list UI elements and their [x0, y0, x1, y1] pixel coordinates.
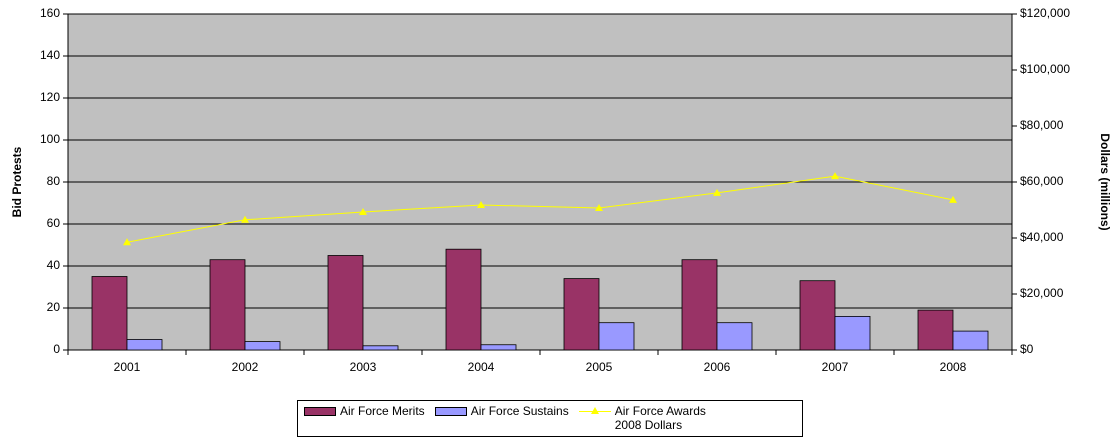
x-tick-label: 2005 [586, 360, 613, 374]
y2-axis-title: Dollars (millions) [1098, 133, 1112, 230]
y2-tick-label: $60,000 [1020, 174, 1064, 188]
legend-item: Air Force Awards 2008 Dollars [578, 404, 725, 432]
legend-line [578, 404, 611, 418]
bar [598, 322, 635, 351]
legend: Air Force Merits Air Force Sustains Air Fo… [297, 400, 803, 437]
y-axis-title: Bid Protests [10, 146, 24, 217]
legend-label: Air Force Awards 2008 Dollars [614, 404, 706, 432]
y2-tick-label: $80,000 [1020, 118, 1064, 132]
line [126, 175, 954, 243]
y-tick-label: 40 [47, 258, 61, 272]
marker [713, 188, 721, 196]
bar [244, 341, 281, 351]
bar [952, 330, 989, 351]
marker [949, 195, 957, 203]
x-tick-label: 2001 [114, 360, 141, 374]
bar [209, 259, 246, 351]
y-tick-label: 80 [47, 174, 61, 188]
marker [241, 215, 249, 223]
x-tick-label: 2003 [350, 360, 377, 374]
y2-tick-label: $40,000 [1020, 230, 1064, 244]
legend-swatch [434, 407, 467, 416]
x-tick-label: 2007 [822, 360, 849, 374]
marker [123, 238, 131, 246]
marker [831, 172, 839, 180]
bar [91, 276, 128, 351]
marker [359, 207, 367, 215]
y-tick-label: 20 [47, 300, 61, 314]
bar [362, 345, 399, 351]
y2-tick-label: $100,000 [1020, 62, 1070, 76]
legend-swatch [304, 407, 336, 416]
marker [595, 204, 603, 212]
bar [799, 280, 836, 351]
bar [917, 309, 954, 351]
bar [563, 278, 600, 351]
y-tick-label: 100 [40, 132, 60, 146]
y-tick-label: 120 [40, 90, 60, 104]
y-tick-label: 0 [53, 342, 60, 356]
bar [716, 322, 753, 351]
marker [477, 200, 485, 208]
legend-label: Air Force Sustains [470, 404, 569, 418]
bar [445, 248, 482, 351]
x-tick-label: 2004 [468, 360, 495, 374]
y2-tick-label: $20,000 [1020, 286, 1064, 300]
legend-label: Air Force Merits [340, 404, 425, 418]
legend-item: Air Force Sustains [434, 404, 569, 418]
bar [327, 255, 364, 351]
x-tick-label: 2006 [704, 360, 731, 374]
bar [126, 339, 163, 351]
y-tick-label: 140 [40, 48, 60, 62]
x-tick-label: 2002 [232, 360, 259, 374]
legend-item: Air Force Merits [304, 404, 425, 418]
bar [480, 344, 517, 351]
bar [681, 259, 718, 351]
x-tick-label: 2008 [940, 360, 967, 374]
bar [834, 315, 871, 351]
y2-tick-label: $0 [1020, 342, 1034, 356]
y-tick-label: 60 [47, 216, 61, 230]
y-tick-label: 160 [40, 6, 60, 20]
y2-tick-label: $120,000 [1020, 6, 1070, 20]
